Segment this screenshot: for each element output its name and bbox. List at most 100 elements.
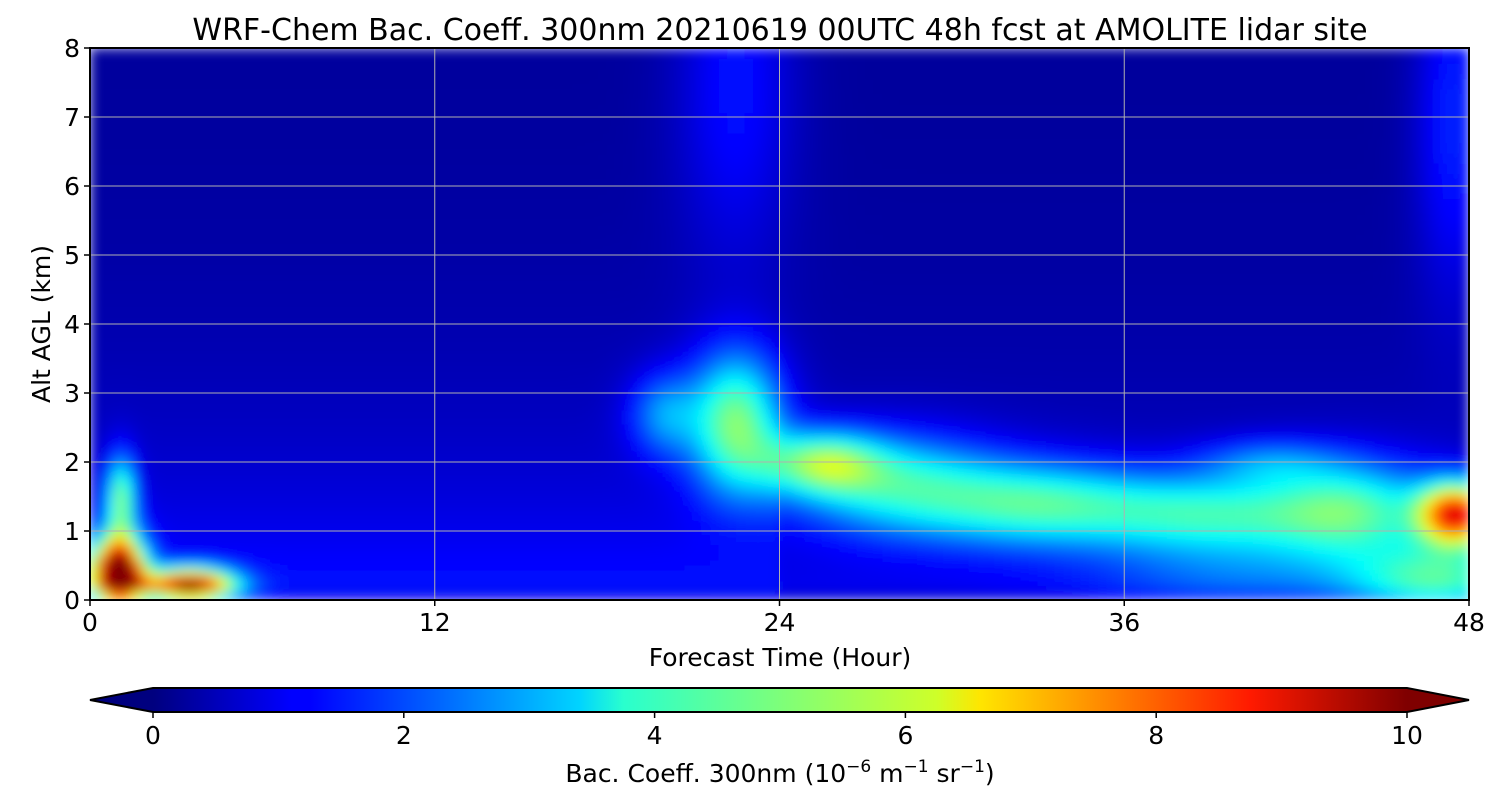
heatmap-cell [261,122,272,129]
heatmap-cell [184,554,194,561]
heatmap-cell [115,448,125,455]
heatmap-cell [141,102,151,109]
heatmap-cell [184,263,194,270]
heatmap-cell [123,137,134,144]
heatmap-cell [270,504,281,511]
heatmap-cell [141,167,151,174]
heatmap-cell [236,514,246,521]
heatmap-cell [253,152,263,159]
heatmap-cell [167,393,177,400]
heatmap-cell [236,177,246,184]
heatmap-cell [175,499,186,506]
heatmap-cell [141,328,151,335]
heatmap-cell [98,112,108,119]
heatmap-cell [201,122,212,129]
heatmap-cell [261,48,272,54]
heatmap-cell [149,534,160,541]
heatmap-cell [184,228,194,235]
heatmap-cell [98,594,108,600]
heatmap-cell [244,549,255,556]
heatmap-cell [261,398,272,405]
heatmap-cell [158,519,169,526]
heatmap-cell [253,107,263,114]
heatmap-cell [244,489,255,496]
heatmap-cell [98,152,108,159]
heatmap-cell [167,338,177,345]
heatmap-cell [270,549,281,556]
heatmap-cell [98,569,108,576]
heatmap-cell [210,208,220,215]
chart-title: WRF-Chem Bac. Coeff. 300nm 20210619 00UT… [192,13,1367,48]
heatmap-cell [184,564,194,571]
heatmap-cell [149,504,160,511]
heatmap-cell [236,278,246,285]
heatmap-cell [236,464,246,471]
heatmap-cell [98,398,108,405]
heatmap-cell [175,112,186,119]
heatmap-cell [184,238,194,245]
heatmap-cell [98,142,108,149]
heatmap-cell [167,132,177,139]
heatmap-cell [236,48,246,54]
heatmap-cell [167,243,177,250]
heatmap-cell [123,52,134,59]
heatmap-cell [167,564,177,571]
heatmap-cell [132,268,143,275]
heatmap-cell [270,519,281,526]
heatmap-cell [244,278,255,285]
heatmap-cell [270,338,281,345]
heatmap-cell [261,423,272,430]
heatmap-cell [106,378,117,385]
heatmap-cell [132,328,143,335]
heatmap-cell [236,122,246,129]
heatmap-cell [141,569,151,576]
heatmap-cell [253,423,263,430]
heatmap-cell [115,48,125,54]
heatmap-cell [201,273,212,280]
heatmap-cell [149,193,160,200]
heatmap-cell [184,453,194,460]
heatmap-cell [123,162,134,169]
heatmap-cell [132,524,143,531]
heatmap-cell [210,303,220,310]
heatmap-cell [201,448,212,455]
heatmap-cell [253,82,263,89]
heatmap-cell [184,549,194,556]
heatmap-cell [244,147,255,154]
heatmap-cell [184,107,194,114]
heatmap-cell [158,464,169,471]
heatmap-cell [218,203,229,210]
heatmap-cell [210,127,220,134]
heatmap-cell [175,544,186,551]
heatmap-cell [149,328,160,335]
heatmap-cell [227,514,238,521]
heatmap-cell [158,172,169,179]
heatmap-cell [123,589,134,596]
heatmap-cell [261,519,272,526]
heatmap-cell [158,393,169,400]
heatmap-cell [192,358,203,365]
heatmap-cell [167,328,177,335]
heatmap-cell [261,293,272,300]
heatmap-cell [192,569,203,576]
heatmap-cell [236,509,246,516]
heatmap-cell [253,393,263,400]
heatmap-cell [192,594,203,600]
heatmap-cell [115,82,125,89]
heatmap-cell [244,213,255,220]
heatmap-cell [115,157,125,164]
heatmap-cell [90,318,100,325]
heatmap-cell [98,308,108,315]
heatmap-cell [167,278,177,285]
heatmap-cell [175,102,186,109]
heatmap-cell [244,509,255,516]
heatmap-cell [184,288,194,295]
heatmap-cell [227,348,238,355]
heatmap-cell [141,534,151,541]
heatmap-cell [244,398,255,405]
heatmap-cell [123,213,134,220]
heatmap-cell [175,479,186,486]
heatmap-cell [210,474,220,481]
heatmap-cell [98,469,108,476]
heatmap-cell [106,92,117,99]
